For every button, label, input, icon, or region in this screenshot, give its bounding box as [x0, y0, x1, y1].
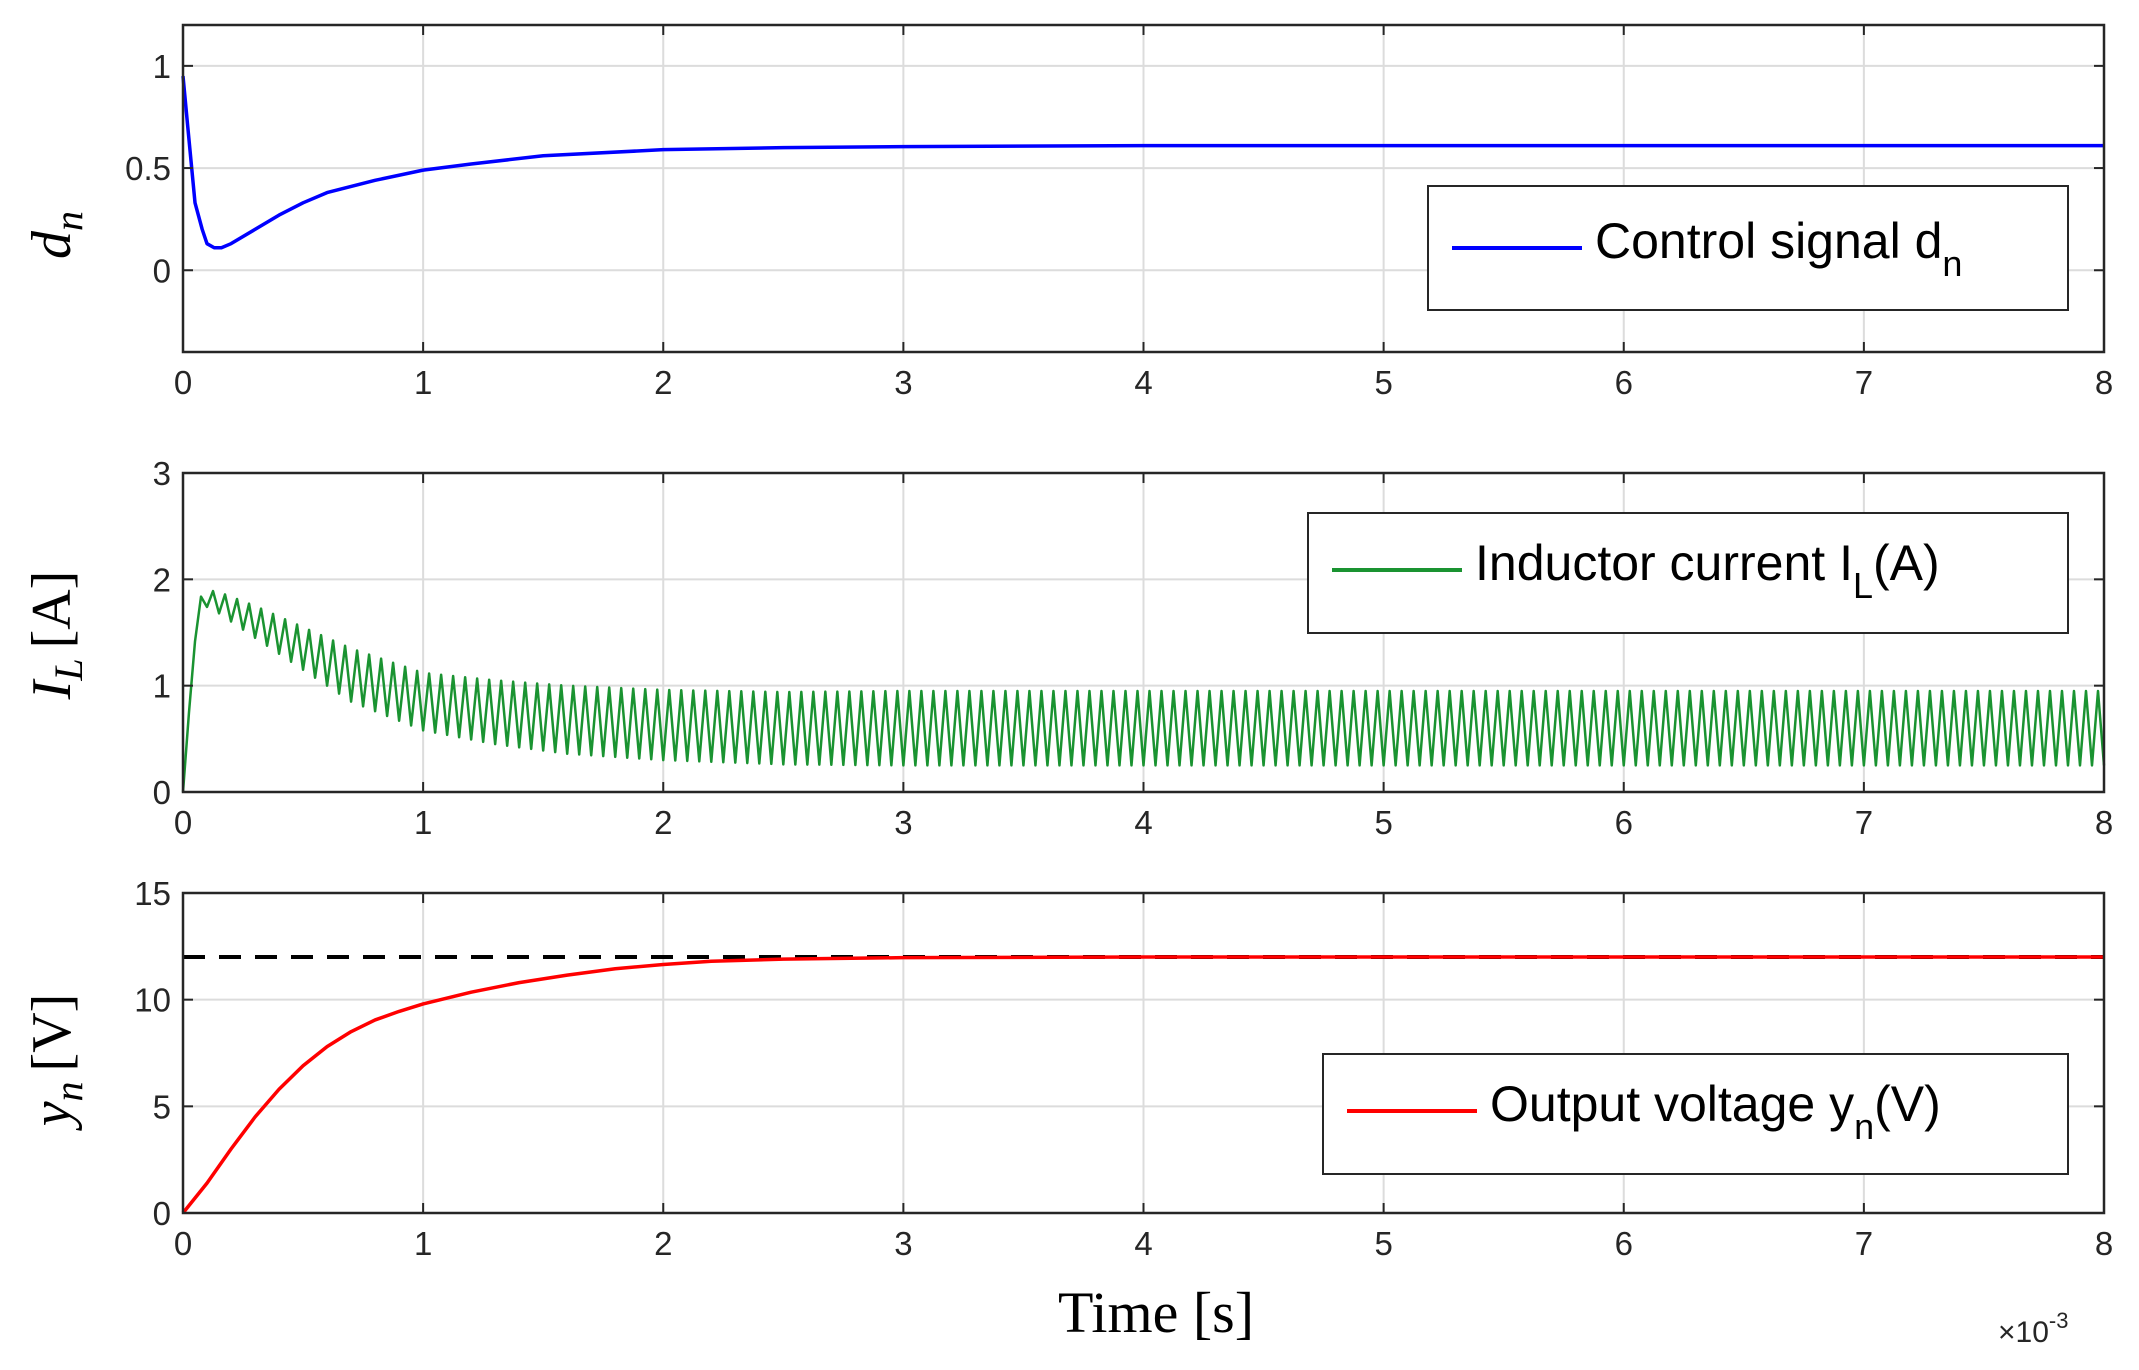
- legend-label: Control signal dn: [1595, 213, 1962, 284]
- x-tick-label: 5: [1374, 364, 1392, 401]
- x-tick-label: 8: [2095, 364, 2113, 401]
- x-tick-label: 3: [894, 1225, 912, 1262]
- x-tick-label: 0: [174, 804, 192, 841]
- x-tick-label: 1: [414, 804, 432, 841]
- x-tick-label: 1: [414, 364, 432, 401]
- x-tick-label: 5: [1374, 804, 1392, 841]
- x-axis-label: Time [s]: [1058, 1280, 1254, 1345]
- inductor-current-panel: 0 1 2 3 4 5 6 7 8 0 1 2 3 IL[A] Inductor current IL(…: [21, 455, 2113, 841]
- tick-labels: 0 1 2 3 4 5 6 7 8 0 0.5 1: [125, 25, 2113, 401]
- y-tick-label: 0: [153, 252, 171, 289]
- x-tick-label: 2: [654, 1225, 672, 1262]
- legend: Control signal dn: [1427, 185, 2069, 311]
- y-tick-label: 1: [153, 48, 171, 85]
- x-tick-label: 6: [1615, 804, 1633, 841]
- y-axis-label: yn[V]: [21, 994, 91, 1132]
- legend: Output voltage yn(V): [1322, 1053, 2069, 1175]
- legend-box: [1322, 1053, 2069, 1175]
- y-tick-label: 5: [153, 1088, 171, 1125]
- y-tick-label: 15: [134, 875, 171, 912]
- y-tick-label: 0: [153, 1195, 171, 1232]
- x-tick-label: 8: [2095, 1225, 2113, 1262]
- x-tick-label: 4: [1134, 1225, 1152, 1262]
- x-tick-label: 0: [174, 364, 192, 401]
- x-tick-label: 7: [1855, 1225, 1873, 1262]
- control-signal-panel: 0 1 2 3 4 5 6 7 8 0 0.5 1 dn Control signal dn: [21, 23, 2113, 401]
- series-line: [181, 75, 2104, 250]
- series-line: [181, 589, 2106, 793]
- series-layer: [181, 955, 2104, 1215]
- y-tick-label: 0: [153, 774, 171, 811]
- y-tick-label: 10: [134, 982, 171, 1019]
- legend: Inductor current IL(A): [1307, 512, 2069, 634]
- x-tick-label: 3: [894, 804, 912, 841]
- x-tick-label: 6: [1615, 1225, 1633, 1262]
- output-voltage-panel: 0 1 2 3 4 5 6 7 8 0 5 10 15 yn[V] Output voltage yn(…: [21, 875, 2113, 1349]
- tick-labels: 0 1 2 3 4 5 6 7 8 0 1 2 3: [153, 455, 2114, 841]
- y-tick-label: 3: [153, 455, 171, 492]
- x-tick-label: 5: [1374, 1225, 1392, 1262]
- x-tick-label: 4: [1134, 804, 1152, 841]
- series-layer: [181, 75, 2104, 250]
- x-tick-label: 8: [2095, 804, 2113, 841]
- y-tick-label: 0.5: [125, 150, 171, 187]
- tick-labels: 0 1 2 3 4 5 6 7 8 0 5 10 15: [134, 875, 2113, 1262]
- series-layer: [181, 589, 2106, 793]
- y-axis-label: dn: [21, 211, 91, 259]
- x-tick-label: 6: [1615, 364, 1633, 401]
- x-tick-label: 2: [654, 364, 672, 401]
- x-tick-label: 0: [174, 1225, 192, 1262]
- y-axis-label: IL[A]: [21, 571, 91, 701]
- y-tick-label: 2: [153, 561, 171, 598]
- x-tick-label: 2: [654, 804, 672, 841]
- x-tick-label: 4: [1134, 364, 1152, 401]
- x-tick-label: 7: [1855, 364, 1873, 401]
- x-tick-label: 1: [414, 1225, 432, 1262]
- series-line: [181, 955, 2104, 1215]
- x-axis-exponent: ×10-3: [1998, 1308, 2068, 1349]
- legend-label: Inductor current IL(A): [1475, 535, 1940, 606]
- legend-label: Output voltage yn(V): [1490, 1076, 1941, 1147]
- legend-box: [1307, 512, 2069, 634]
- y-tick-label: 1: [153, 668, 171, 705]
- x-tick-label: 3: [894, 364, 912, 401]
- x-tick-label: 7: [1855, 804, 1873, 841]
